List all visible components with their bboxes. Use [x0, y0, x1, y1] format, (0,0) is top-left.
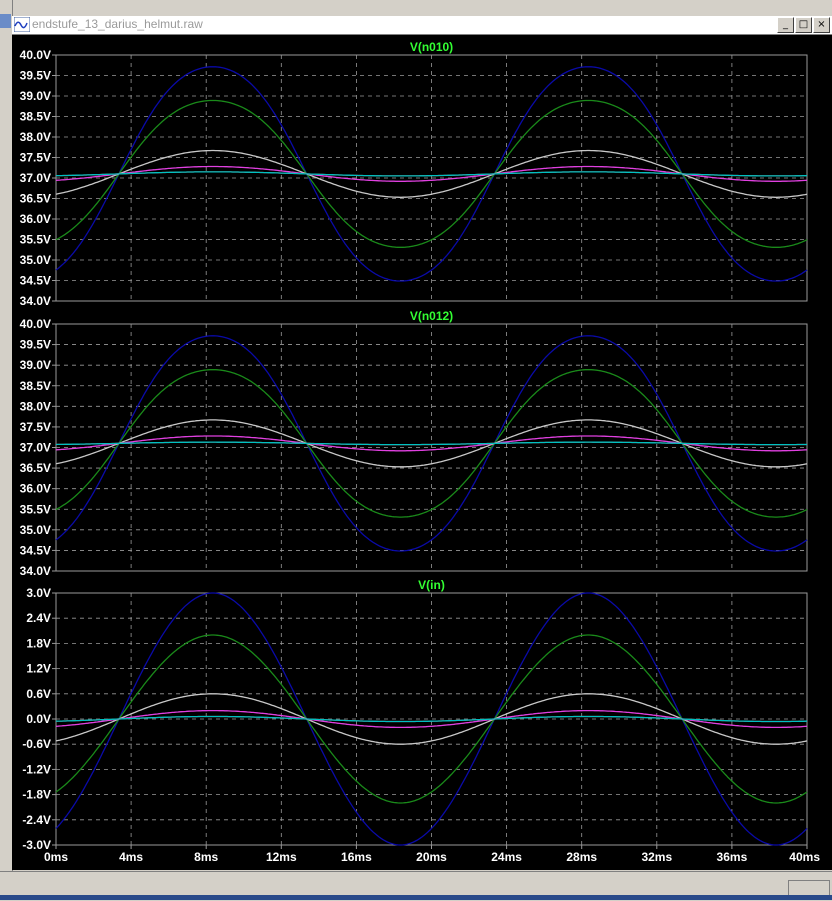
minimize-button[interactable]: _ [777, 17, 794, 33]
y-tick-label: 37.0V [20, 171, 51, 185]
y-tick-label: 38.0V [20, 399, 51, 413]
x-tick-label: 36ms [717, 850, 748, 864]
plot-panel-1[interactable]: V(n012) 40.0V 39.5V 39.0V 38.5V 38.0V 37.5V 37.… [20, 309, 808, 578]
series-line-5 [55, 171, 807, 177]
y-tick-label: -2.4V [22, 813, 51, 827]
y-tick-label: -1.8V [22, 788, 51, 802]
x-tick-label: 40ms [789, 850, 820, 864]
y-tick-label: 3.0V [26, 586, 51, 600]
y-tick-label: 38.5V [20, 379, 51, 393]
y-tick-label: 34.5V [20, 274, 51, 288]
x-tick-label: 20ms [416, 850, 447, 864]
y-tick-label: 39.5V [20, 69, 51, 83]
y-tick-label: 34.0V [20, 564, 51, 578]
y-tick-label: 35.5V [20, 502, 51, 516]
maximize-button[interactable]: □ [795, 17, 812, 33]
y-tick-label: 34.0V [20, 294, 51, 308]
y-tick-label: 36.0V [20, 212, 51, 226]
x-axis: 0ms 4ms 8ms 12ms 16ms 20ms 24ms 28ms 32ms 36ms 40m… [44, 845, 820, 864]
series-line-5 [55, 441, 807, 446]
close-button[interactable]: × [813, 17, 830, 33]
plot-panel-0[interactable]: V(n010) 40.0V 39.5V 39.0V 38.5V 38.0V 37.5V 37.… [20, 40, 808, 308]
y-tick-label: 0.0V [26, 712, 51, 726]
y-tick-label: 40.0V [20, 48, 51, 62]
y-tick-label: 35.0V [20, 253, 51, 267]
x-tick-label: 24ms [491, 850, 522, 864]
y-tick-label: 39.0V [20, 358, 51, 372]
y-tick-label: 40.0V [20, 317, 51, 331]
plot-area[interactable]: V(n010) 40.0V 39.5V 39.0V 38.5V 38.0V 37.5V 37.… [12, 35, 832, 870]
y-tick-label: 35.5V [20, 233, 51, 247]
app-icon [0, 14, 11, 28]
y-tick-label: 37.0V [20, 441, 51, 455]
y-tick-label: 36.0V [20, 482, 51, 496]
x-tick-label: 32ms [641, 850, 672, 864]
x-tick-label: 16ms [341, 850, 372, 864]
plot-panel-2[interactable]: V(in) 3.0V 2.4V 1.8V 1.2V 0.6V 0.0V -0.6V -1.2V -… [22, 578, 808, 852]
y-tick-label: 39.0V [20, 89, 51, 103]
plot-title: V(n012) [410, 309, 453, 323]
window-controls: _ □ × [777, 17, 830, 33]
y-tick-label: 2.4V [26, 611, 51, 625]
y-tick-label: 34.5V [20, 543, 51, 557]
y-tick-label: 36.5V [20, 192, 51, 206]
x-tick-label: 4ms [119, 850, 143, 864]
y-tick-label: 38.0V [20, 130, 51, 144]
y-tick-label: 36.5V [20, 461, 51, 475]
series-line-5 [55, 715, 807, 723]
x-tick-label: 28ms [566, 850, 597, 864]
x-tick-label: 12ms [266, 850, 297, 864]
y-tick-label: 39.5V [20, 338, 51, 352]
plot-svg[interactable]: V(n010) 40.0V 39.5V 39.0V 38.5V 38.0V 37.5V 37.… [12, 35, 832, 870]
window-title: endstufe_13_darius_helmut.raw [32, 17, 203, 31]
waveform-icon [14, 17, 30, 32]
plot-title: V(n010) [410, 40, 453, 54]
y-tick-label: 37.5V [20, 420, 51, 434]
x-tick-label: 8ms [194, 850, 218, 864]
y-tick-label: 37.5V [20, 151, 51, 165]
y-tick-label: -0.6V [22, 737, 51, 751]
y-tick-label: 38.5V [20, 110, 51, 124]
y-tick-label: 35.0V [20, 523, 51, 537]
y-tick-label: 0.6V [26, 687, 51, 701]
y-tick-label: -3.0V [22, 838, 51, 852]
x-tick-label: 0ms [44, 850, 68, 864]
taskbar-strip [0, 895, 832, 900]
y-tick-label: 1.8V [26, 636, 51, 650]
plot-title: V(in) [418, 578, 445, 592]
y-tick-label: 1.2V [26, 662, 51, 676]
y-tick-label: -1.2V [22, 762, 51, 776]
title-bar[interactable]: endstufe_13_darius_helmut.raw _ □ × [12, 16, 832, 35]
